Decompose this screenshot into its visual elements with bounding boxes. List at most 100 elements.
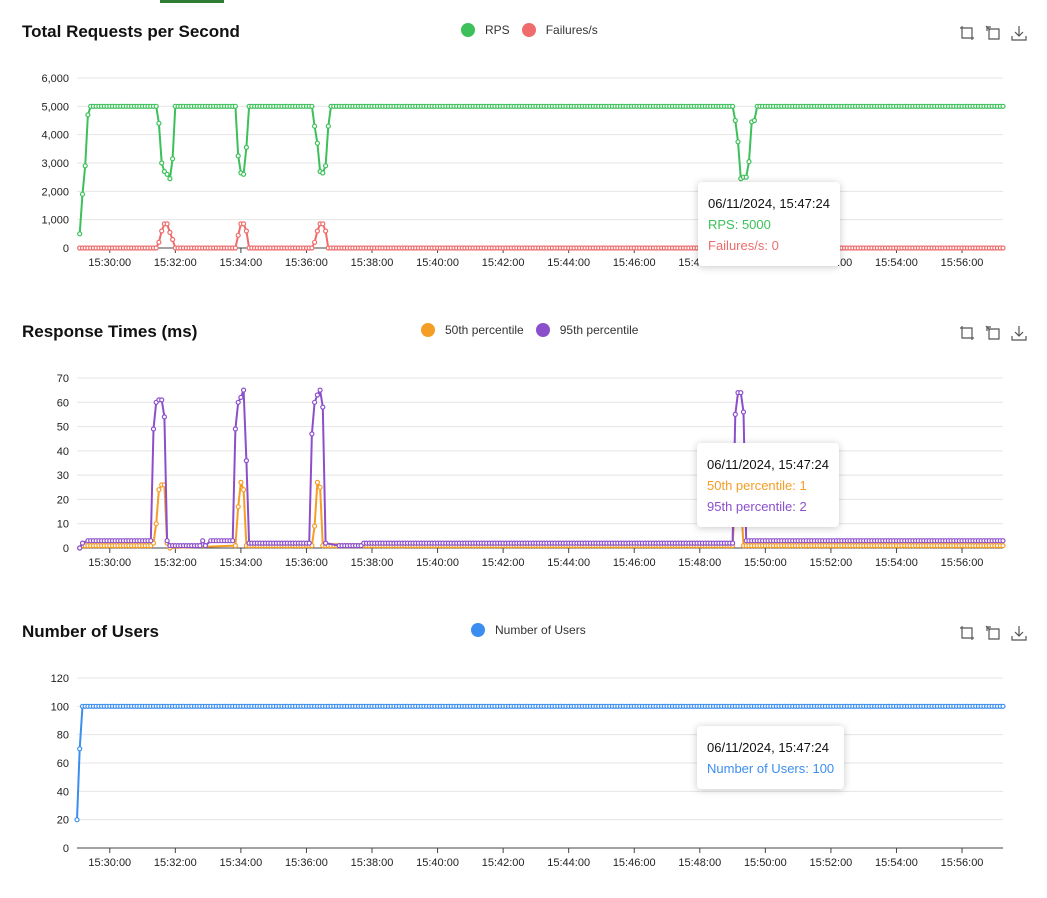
- zoom-reset-icon[interactable]: [985, 325, 1001, 341]
- data-point-rps: [85, 112, 91, 118]
- download-icon[interactable]: [1011, 325, 1027, 341]
- data-point-95th-percentile: [161, 414, 167, 420]
- zoom-icon[interactable]: [959, 625, 975, 641]
- tooltip-time: 06/11/2024, 15:47:24: [707, 457, 829, 472]
- legend-label: 95th percentile: [559, 323, 639, 337]
- data-point-failures-s: [156, 239, 162, 245]
- x-tick-label: 15:46:00: [613, 557, 656, 569]
- x-tick-label: 15:48:00: [678, 557, 721, 569]
- legend-item-users[interactable]: Number of Users: [471, 623, 586, 637]
- data-point-95th-percentile: [79, 540, 86, 546]
- legend-item-p50[interactable]: 50th percentile: [421, 323, 524, 337]
- data-point-50th-percentile: [235, 504, 241, 510]
- legend-label: Failures/s: [545, 23, 598, 37]
- tooltip-p50: 50th percentile: 1: [707, 478, 807, 493]
- data-point-rps: [243, 144, 249, 150]
- data-point-failures-s: [309, 245, 315, 251]
- data-point-95th-percentile: [148, 538, 154, 544]
- x-tick-label: 15:48:00: [678, 857, 721, 869]
- data-point-95th-percentile: [323, 540, 329, 546]
- download-icon[interactable]: [1011, 625, 1027, 641]
- x-tick-label: 15:36:00: [285, 257, 328, 269]
- x-tick-label: 15:46:00: [613, 257, 656, 269]
- x-tick-label: 15:44:00: [547, 857, 590, 869]
- y-tick-label: 3,000: [41, 158, 69, 170]
- y-tick-label: 50: [57, 422, 69, 434]
- tooltip-time: 06/11/2024, 15:47:24: [708, 196, 830, 211]
- data-point-rps: [235, 153, 241, 159]
- users-chart[interactable]: 0 20 40 60 80 100 120 15:30:00 15:32:00 15:34:00 1…: [0, 600, 1047, 898]
- rps-chart[interactable]: 0 1,000 2,000 3,000 4,000 5,000 6,000 15:30:00 1…: [0, 0, 1047, 298]
- data-point-rps: [159, 160, 165, 166]
- legend-label: 50th percentile: [445, 323, 524, 337]
- data-point-95th-percentile: [306, 540, 312, 546]
- legend-dot-p95: [535, 323, 550, 337]
- data-point-failures-s: [164, 221, 170, 227]
- chart-legend[interactable]: RPS Failures/s: [461, 20, 610, 40]
- zoom-icon[interactable]: [959, 25, 975, 41]
- x-tick-label: 15:54:00: [875, 857, 918, 869]
- data-point-50th-percentile: [153, 521, 159, 527]
- x-tick-label: 15:56:00: [941, 857, 984, 869]
- data-point-rps: [164, 171, 170, 177]
- legend-item-rps[interactable]: RPS: [461, 23, 510, 37]
- y-tick-label: 0: [63, 543, 69, 555]
- data-point-95th-percentile: [314, 392, 320, 398]
- y-tick-label: 70: [57, 373, 69, 385]
- data-point-failures-s: [232, 245, 238, 251]
- data-point-95th-percentile: [159, 397, 165, 403]
- data-point-50th-percentile: [156, 487, 162, 493]
- y-tick-label: 4,000: [41, 130, 69, 142]
- x-tick-label: 15:40:00: [416, 557, 459, 569]
- data-point-50th-percentile: [314, 479, 320, 485]
- data-point-rps: [241, 171, 247, 177]
- x-tick-label: 15:36:00: [285, 557, 328, 569]
- x-tick-label: 15:30:00: [88, 857, 131, 869]
- data-point-95th-percentile: [732, 411, 738, 418]
- chart-tooltip: 06/11/2024, 15:47:24 RPS: 5000 Failures/…: [698, 182, 840, 266]
- data-point-50th-percentile: [1000, 543, 1006, 549]
- data-point-rps: [743, 174, 749, 180]
- data-point-95th-percentile: [309, 431, 315, 437]
- y-tick-label: 80: [57, 730, 69, 742]
- users-chart-panel: Number of Users Number of Users 0 20 40 60 8…: [0, 600, 1047, 898]
- data-point-failures-s: [170, 236, 176, 243]
- data-point-50th-percentile: [312, 523, 318, 529]
- zoom-icon[interactable]: [959, 325, 975, 341]
- x-tick-label: 15:50:00: [744, 557, 787, 569]
- chart-legend[interactable]: 50th percentile 95th percentile: [421, 320, 650, 340]
- tooltip-time: 06/11/2024, 15:47:24: [707, 740, 829, 755]
- zoom-reset-icon[interactable]: [985, 25, 1001, 41]
- data-point-95th-percentile: [312, 399, 318, 405]
- download-icon[interactable]: [1011, 25, 1027, 41]
- x-tick-label: 15:30:00: [88, 557, 131, 569]
- x-tick-label: 15:32:00: [154, 857, 197, 869]
- data-point-rps: [325, 123, 331, 129]
- legend-item-p95[interactable]: 95th percentile: [535, 323, 639, 337]
- chart-legend[interactable]: Number of Users: [471, 620, 598, 640]
- chart-title: Total Requests per Second: [22, 22, 240, 41]
- legend-item-failures[interactable]: Failures/s: [521, 23, 598, 37]
- series-line-rps: [78, 105, 1003, 234]
- y-tick-label: 6,000: [41, 73, 69, 85]
- x-tick-label: 15:56:00: [941, 557, 984, 569]
- data-point-50th-percentile: [317, 484, 323, 490]
- chart-toolbox: [959, 625, 1027, 641]
- data-point-failures-s: [235, 232, 241, 238]
- data-point-rps: [746, 159, 752, 165]
- chart-title: Number of Users: [22, 622, 159, 641]
- data-point-50th-percentile: [241, 487, 247, 493]
- response-times-chart[interactable]: 0 10 20 30 40 50 60 70 15:30:00 15:32:00 15:34:00 1…: [0, 300, 1047, 598]
- data-point-95th-percentile: [200, 538, 206, 544]
- legend-dot-failures: [521, 23, 536, 37]
- x-tick-label: 15:40:00: [416, 257, 459, 269]
- data-point-95th-percentile: [740, 409, 747, 415]
- x-tick-label: 15:40:00: [416, 857, 459, 869]
- x-tick-label: 15:44:00: [547, 257, 590, 269]
- response-times-chart-panel: Response Times (ms) 50th percentile 95th…: [0, 300, 1047, 598]
- zoom-reset-icon[interactable]: [985, 625, 1001, 641]
- legend-label: RPS: [485, 23, 510, 37]
- data-point-95th-percentile: [738, 389, 744, 396]
- data-point-rps: [82, 163, 88, 169]
- data-point-number-of-users: [1000, 703, 1006, 709]
